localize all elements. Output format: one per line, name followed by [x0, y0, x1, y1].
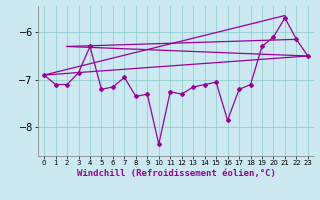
X-axis label: Windchill (Refroidissement éolien,°C): Windchill (Refroidissement éolien,°C) [76, 169, 276, 178]
